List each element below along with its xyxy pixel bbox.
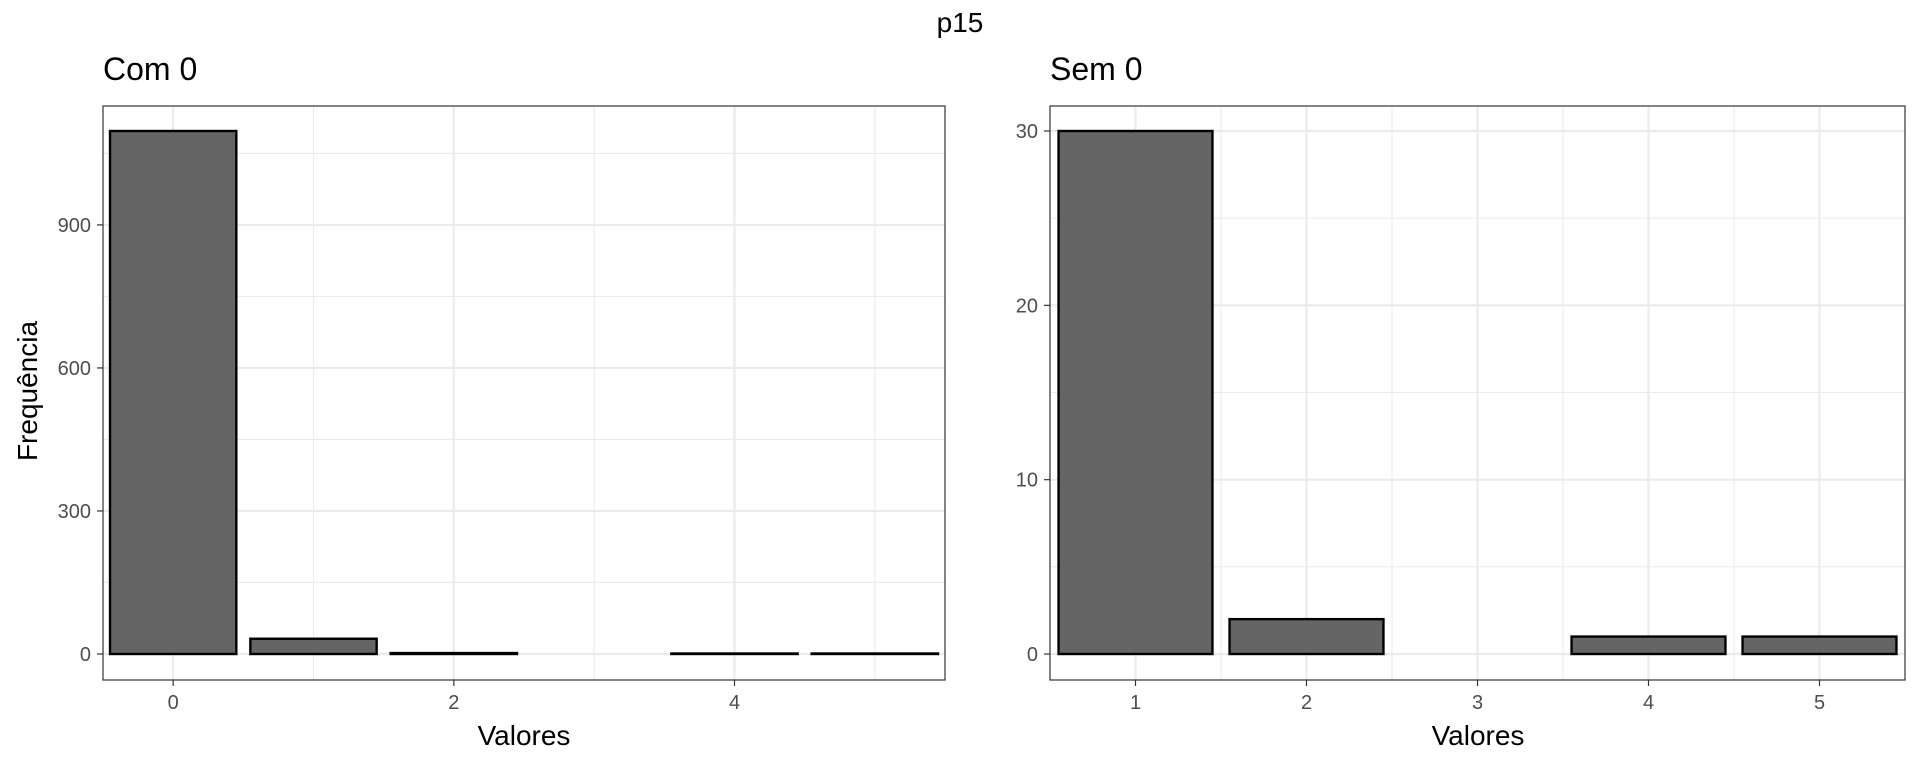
bar-1: [1057, 129, 1214, 656]
y-axis-ticks: 0 300 600 900: [58, 215, 103, 666]
x-tick-label: 3: [1472, 692, 1483, 714]
y-tick-label: 20: [1016, 295, 1038, 317]
x-tick-label: 4: [1643, 692, 1654, 714]
bar-5: [810, 652, 940, 656]
y-tick-label: 10: [1016, 470, 1038, 492]
x-axis-ticks: 1 2 3 4 5: [1130, 680, 1825, 714]
panel-title: Com 0: [103, 51, 197, 87]
bar-4: [670, 652, 799, 656]
x-tick-label: 0: [168, 692, 179, 714]
bar-4: [1570, 635, 1727, 656]
main-title: p15: [937, 7, 984, 38]
y-axis-title: Frequência: [12, 321, 43, 462]
x-axis-title: Valores: [1432, 720, 1525, 751]
panel-border: [102, 105, 946, 681]
x-axis-title: Valores: [478, 720, 571, 751]
bar-2: [389, 651, 519, 656]
bars: [108, 129, 940, 656]
x-tick-label: 4: [729, 692, 740, 714]
y-tick-label: 900: [58, 215, 91, 237]
panel-sem-0: Sem 0 Valores 0 10 20 30 1 2 3 4 5: [1016, 51, 1906, 751]
y-tick-label: 300: [58, 501, 91, 523]
bar-5: [1741, 635, 1898, 656]
x-tick-label: 2: [448, 692, 459, 714]
y-axis-ticks: 0 10 20 30: [1016, 121, 1050, 666]
bar-2: [1228, 617, 1385, 656]
bars: [1057, 129, 1898, 656]
y-tick-label: 0: [1027, 644, 1038, 666]
bar-1: [249, 637, 378, 656]
y-tick-label: 0: [80, 644, 91, 666]
x-tick-label: 2: [1301, 692, 1312, 714]
y-tick-label: 600: [58, 358, 91, 380]
x-tick-label: 5: [1814, 692, 1825, 714]
panel-com-0: Com 0 Valores Frequência 0 300 600 900 0 2 4: [12, 51, 946, 751]
bar-0: [108, 129, 238, 656]
x-axis-ticks: 0 2 4: [168, 680, 740, 714]
panel-title: Sem 0: [1050, 51, 1142, 87]
y-tick-label: 30: [1016, 121, 1038, 143]
x-tick-label: 1: [1130, 692, 1141, 714]
